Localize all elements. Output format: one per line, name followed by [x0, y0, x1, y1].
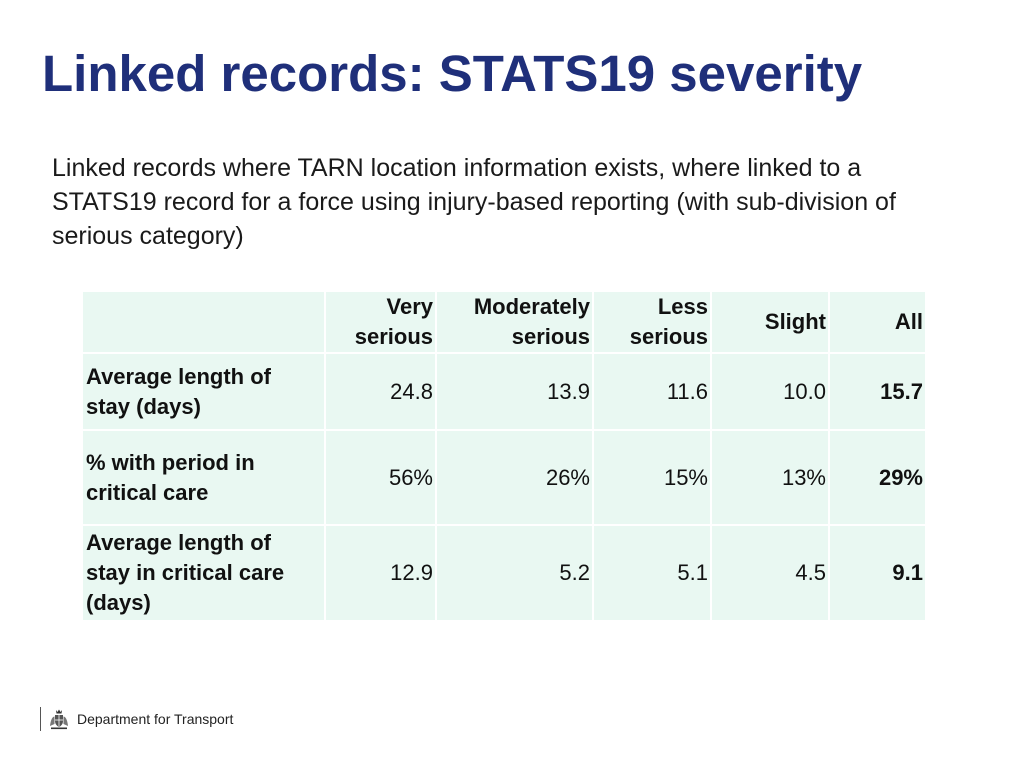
row-label-average-length-of-stay: Average length of stay (days): [83, 354, 324, 429]
cell-less-serious: 5.1: [594, 526, 710, 620]
header-slight: Slight: [712, 292, 828, 352]
cell-very-serious: 12.9: [326, 526, 435, 620]
cell-very-serious: 24.8: [326, 354, 435, 429]
header-less-serious: Less serious: [594, 292, 710, 352]
footer-logo: Department for Transport: [40, 705, 233, 733]
header-moderately-serious: Moderately serious: [437, 292, 592, 352]
row-label-percent-critical-care: % with period in critical care: [83, 431, 324, 524]
header-all: All: [830, 292, 925, 352]
table-row: Average length of stay (days) 24.8 13.9 1…: [83, 354, 925, 429]
table-row: Average length of stay in critical care (d…: [83, 526, 925, 620]
cell-moderately-serious: 13.9: [437, 354, 592, 429]
cell-all: 15.7: [830, 354, 925, 429]
cell-all: 9.1: [830, 526, 925, 620]
intro-text: Linked records where TARN location infor…: [52, 154, 896, 250]
cell-moderately-serious: 5.2: [437, 526, 592, 620]
cell-less-serious: 15%: [594, 431, 710, 524]
severity-table: Very serious Moderately serious Less seriou…: [81, 290, 927, 622]
table-header-row: Very serious Moderately serious Less seriou…: [83, 292, 925, 352]
cell-all: 29%: [830, 431, 925, 524]
table-row: % with period in critical care 56% 26% 15…: [83, 431, 925, 524]
cell-moderately-serious: 26%: [437, 431, 592, 524]
cell-slight: 10.0: [712, 354, 828, 429]
organisation-name: Department for Transport: [77, 711, 234, 727]
royal-coat-of-arms-icon: [47, 707, 71, 731]
row-label-average-length-of-stay-critical-care: Average length of stay in critical care (d…: [83, 526, 324, 620]
header-very-serious: Very serious: [326, 292, 435, 352]
page-title: Linked records: STATS19 severity: [42, 45, 863, 102]
cell-slight: 4.5: [712, 526, 828, 620]
header-empty-cell: [83, 292, 324, 352]
footer-divider: [40, 707, 41, 731]
cell-less-serious: 11.6: [594, 354, 710, 429]
cell-slight: 13%: [712, 431, 828, 524]
cell-very-serious: 56%: [326, 431, 435, 524]
